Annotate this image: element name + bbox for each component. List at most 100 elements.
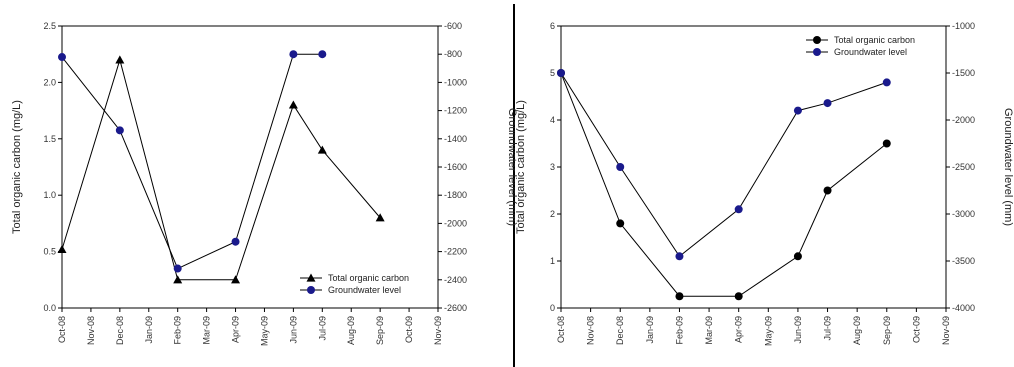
data-point [793, 252, 802, 261]
y-tick-label: 2.5 [43, 21, 56, 31]
data-point [734, 205, 743, 214]
legend-marker [307, 286, 315, 294]
y2-tick-label: -600 [444, 21, 462, 31]
y2-tick-label: -2200 [444, 247, 467, 257]
series-line-0 [61, 58, 381, 281]
y-tick-label: 0 [550, 303, 555, 313]
data-point [115, 55, 125, 64]
x-tick-label: Oct-08 [57, 316, 67, 343]
y2-tick-label: -2500 [952, 162, 975, 172]
legend-label: Total organic carbon [328, 273, 409, 283]
series-line-0 [560, 72, 888, 297]
x-tick-label: Jan-09 [645, 316, 655, 344]
legend-marker [813, 48, 821, 56]
x-tick-label: Oct-08 [556, 316, 566, 343]
data-point [375, 213, 385, 222]
x-tick-label: Sep-09 [882, 316, 892, 345]
y-tick-label: 4 [550, 115, 555, 125]
y-tick-label: 2 [550, 209, 555, 219]
data-point [231, 275, 241, 284]
x-tick-label: Oct-09 [911, 316, 921, 343]
series-line-1 [61, 53, 323, 270]
x-tick-label: Feb-09 [173, 316, 183, 345]
data-point [882, 78, 891, 87]
x-tick-label: Dec-08 [615, 316, 625, 345]
data-point [58, 53, 66, 62]
y-axis-title: Total organic carbon (mg/L) [515, 100, 527, 234]
data-point [115, 126, 124, 135]
data-point [675, 252, 684, 261]
x-tick-label: Mar-09 [704, 316, 714, 345]
y2-axis-title: Groundwater level (mm) [506, 108, 518, 226]
x-tick-label: Jul-09 [317, 316, 327, 341]
y2-tick-label: -1200 [444, 106, 467, 116]
y2-tick-label: -4000 [952, 303, 975, 313]
y-tick-label: 3 [550, 162, 555, 172]
y2-tick-label: -2600 [444, 303, 467, 313]
y-tick-label: 1.0 [43, 190, 56, 200]
y-axis-title: Total organic carbon (mg/L) [11, 100, 23, 234]
x-tick-label: Nov-08 [586, 316, 596, 345]
data-point [318, 50, 327, 59]
y2-axis-title: Groundwater level (mm) [1002, 108, 1014, 226]
data-point [734, 292, 743, 301]
y2-tick-label: -2400 [444, 275, 467, 285]
data-point [317, 145, 327, 154]
y-tick-label: 0.5 [43, 247, 56, 257]
chart-right: 0 1 2 3 4 5 6 -1000 -1500 -2000 -2500 -3000 -3500 -40… [515, 21, 1014, 346]
data-point [57, 244, 67, 253]
x-tick-label: Jun-09 [793, 316, 803, 344]
data-point [823, 186, 832, 195]
y2-tick-label: -800 [444, 49, 462, 59]
y2-tick-label: -1600 [444, 162, 467, 172]
x-tick-label: Apr-09 [231, 316, 241, 343]
x-tick-label: Oct-09 [404, 316, 414, 343]
y2-tick-label: -1800 [444, 190, 467, 200]
legend-marker [306, 273, 316, 282]
x-tick-label: Nov-09 [433, 316, 443, 345]
x-tick-label: Jan-09 [144, 316, 154, 344]
data-point [675, 292, 684, 301]
x-tick-label: Aug-09 [346, 316, 356, 345]
legend-label: Groundwater level [834, 47, 907, 57]
legend-label: Groundwater level [328, 285, 401, 295]
data-point [882, 139, 891, 148]
legend-marker [813, 36, 821, 44]
x-tick-label: Jul-09 [823, 316, 833, 341]
data-point [289, 50, 298, 59]
x-tick-label: May-09 [259, 316, 269, 346]
x-tick-label: May-09 [763, 316, 773, 346]
x-tick-label: Dec-08 [115, 316, 125, 345]
y2-tick-label: -3000 [952, 209, 975, 219]
y2-tick-label: -3500 [952, 256, 975, 266]
x-tick-label: Jun-09 [288, 316, 298, 344]
y2-tick-label: -1000 [952, 21, 975, 31]
series-line-1 [560, 72, 887, 258]
x-tick-label: Aug-09 [852, 316, 862, 345]
y-tick-label: 0.0 [43, 303, 56, 313]
x-tick-label: Apr-09 [734, 316, 744, 343]
plot-frame [61, 25, 439, 309]
y-tick-label: 1.5 [43, 134, 56, 144]
y2-tick-label: -1400 [444, 134, 467, 144]
data-point [616, 163, 625, 171]
x-tick-label: Nov-09 [941, 316, 951, 345]
y2-tick-label: -2000 [444, 218, 467, 228]
y2-tick-label: -1000 [444, 77, 467, 87]
data-point [173, 275, 183, 284]
chart-left: 0.0 0.5 1.0 1.5 2.0 2.5 -600 -800 -1000 -1200 -140… [11, 21, 518, 346]
data-point [793, 106, 802, 115]
y2-tick-label: -1500 [952, 68, 975, 78]
y-tick-label: 1 [550, 256, 555, 266]
legend-label: Total organic carbon [834, 35, 915, 45]
data-point [557, 69, 565, 77]
data-point [231, 237, 240, 246]
data-point [173, 264, 182, 273]
y-tick-label: 5 [550, 68, 555, 78]
y-tick-label: 2.0 [43, 77, 56, 87]
x-tick-label: Sep-09 [375, 316, 385, 345]
x-tick-label: Mar-09 [202, 316, 212, 345]
y2-tick-label: -2000 [952, 115, 975, 125]
data-point [823, 99, 832, 108]
